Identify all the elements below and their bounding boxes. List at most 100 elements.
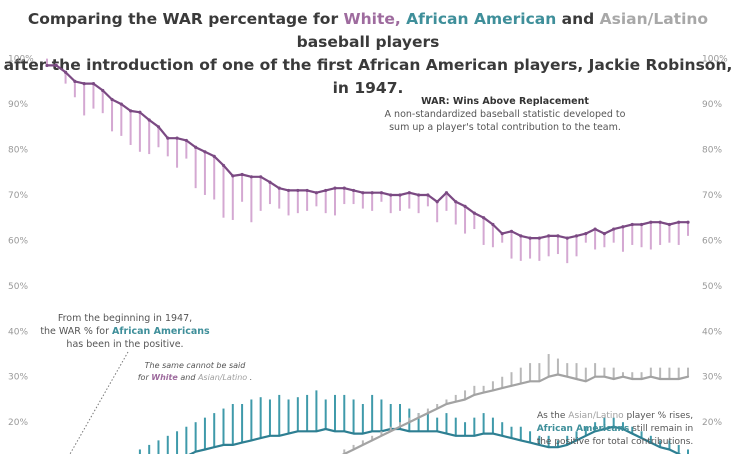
white-point [305,188,309,193]
y-tick-left: 80% [8,146,28,156]
white-point [212,154,216,158]
y-tick-left: 90% [8,100,28,110]
y-tick-right: 80% [702,146,722,156]
white-point [389,193,393,197]
chart-title-line2: after the introduction of one of the fir… [3,56,733,97]
y-tick-right: 20% [702,418,722,428]
white-point [156,125,161,129]
white-point [268,180,272,184]
title-white: White, [343,10,401,28]
white-point [370,191,374,195]
white-point [379,191,384,195]
white-point [45,63,49,68]
white-point [593,227,597,231]
y-tick-left: 30% [8,373,28,383]
white-point [277,186,281,190]
white-point [407,191,411,195]
white-point [686,220,690,224]
white-point [416,193,421,197]
white-point [231,174,235,178]
white-point [602,231,606,236]
white-point [63,70,68,74]
white-point [537,236,541,240]
african-american-line [188,425,682,454]
white-point [259,175,263,179]
white-point [667,222,672,227]
y-tick-right: 100% [702,55,728,65]
white-point [491,222,495,227]
white-point [166,136,170,140]
white-point [454,200,458,204]
white-point [519,234,523,238]
white-point [73,79,77,83]
white-point [444,191,449,195]
white-point [351,188,356,193]
white-point [296,188,300,193]
white-point [54,63,58,68]
war-definition-body-1: A non-standardized baseball statistic de… [384,109,626,120]
chart-title: Comparing the WAR percentage for White, … [0,8,736,100]
white-point [630,222,634,227]
war-definition: WAR: Wins Above Replacement A non-standa… [380,95,630,134]
white-point [249,175,253,179]
white-point [500,231,504,236]
title-asian-latino: Asian/Latino [599,10,709,28]
white-point [482,216,486,220]
war-definition-title: WAR: Wins Above Replacement [421,96,589,107]
white-point [435,200,439,204]
white-point [547,234,551,238]
white-point [110,97,114,102]
y-tick-left: 20% [8,418,28,428]
african-american-note: From the beginning in 1947, the WAR % fo… [40,313,210,350]
chart-title-line1: Comparing the WAR percentage for White, … [27,10,709,51]
y-tick-right: 50% [702,282,722,292]
white-point [314,191,319,195]
y-tick-right: 60% [702,236,722,246]
y-tick-right: 40% [702,327,722,337]
annotation-pointer [69,351,129,454]
y-tick-left: 100% [8,55,34,65]
y-tick-left: 40% [8,327,28,337]
title-african-american: African American [406,10,557,28]
y-tick-right: 70% [702,191,722,201]
white-point [361,191,365,195]
white-point [426,193,430,197]
white-point [658,220,662,224]
white-point [221,163,226,168]
same-cannot-be-said-note: The same cannot be said for White and As… [137,361,253,382]
white-point [184,138,188,143]
white-point [556,234,560,238]
white-point [91,82,96,86]
white-point [138,110,142,114]
white-point [175,136,179,140]
y-tick-right: 90% [702,100,722,110]
white-point [82,82,86,86]
white-point [639,222,644,227]
y-tick-right: 30% [702,373,722,383]
white-point [565,236,569,240]
white-point [463,204,467,208]
white-point [509,229,514,233]
white-point [286,188,291,193]
white-point [194,145,198,149]
y-tick-left: 70% [8,191,28,201]
white-point [324,188,328,193]
white-point [528,236,532,240]
white-point [119,102,123,106]
white-point [677,220,681,224]
y-tick-left: 60% [8,236,28,246]
white-point [472,211,476,215]
white-point [129,109,133,113]
white-point [612,227,616,231]
white-point [203,150,207,154]
white-point [101,88,105,93]
war-definition-body-2: sum up a player's total contribution to … [389,122,621,133]
white-point [621,225,625,229]
white-point [147,118,151,122]
white-point [333,186,337,190]
asian-latino-line [341,373,690,454]
y-tick-left: 50% [8,282,28,292]
white-point [574,234,579,238]
white-point [240,172,244,177]
white-point [398,193,402,197]
